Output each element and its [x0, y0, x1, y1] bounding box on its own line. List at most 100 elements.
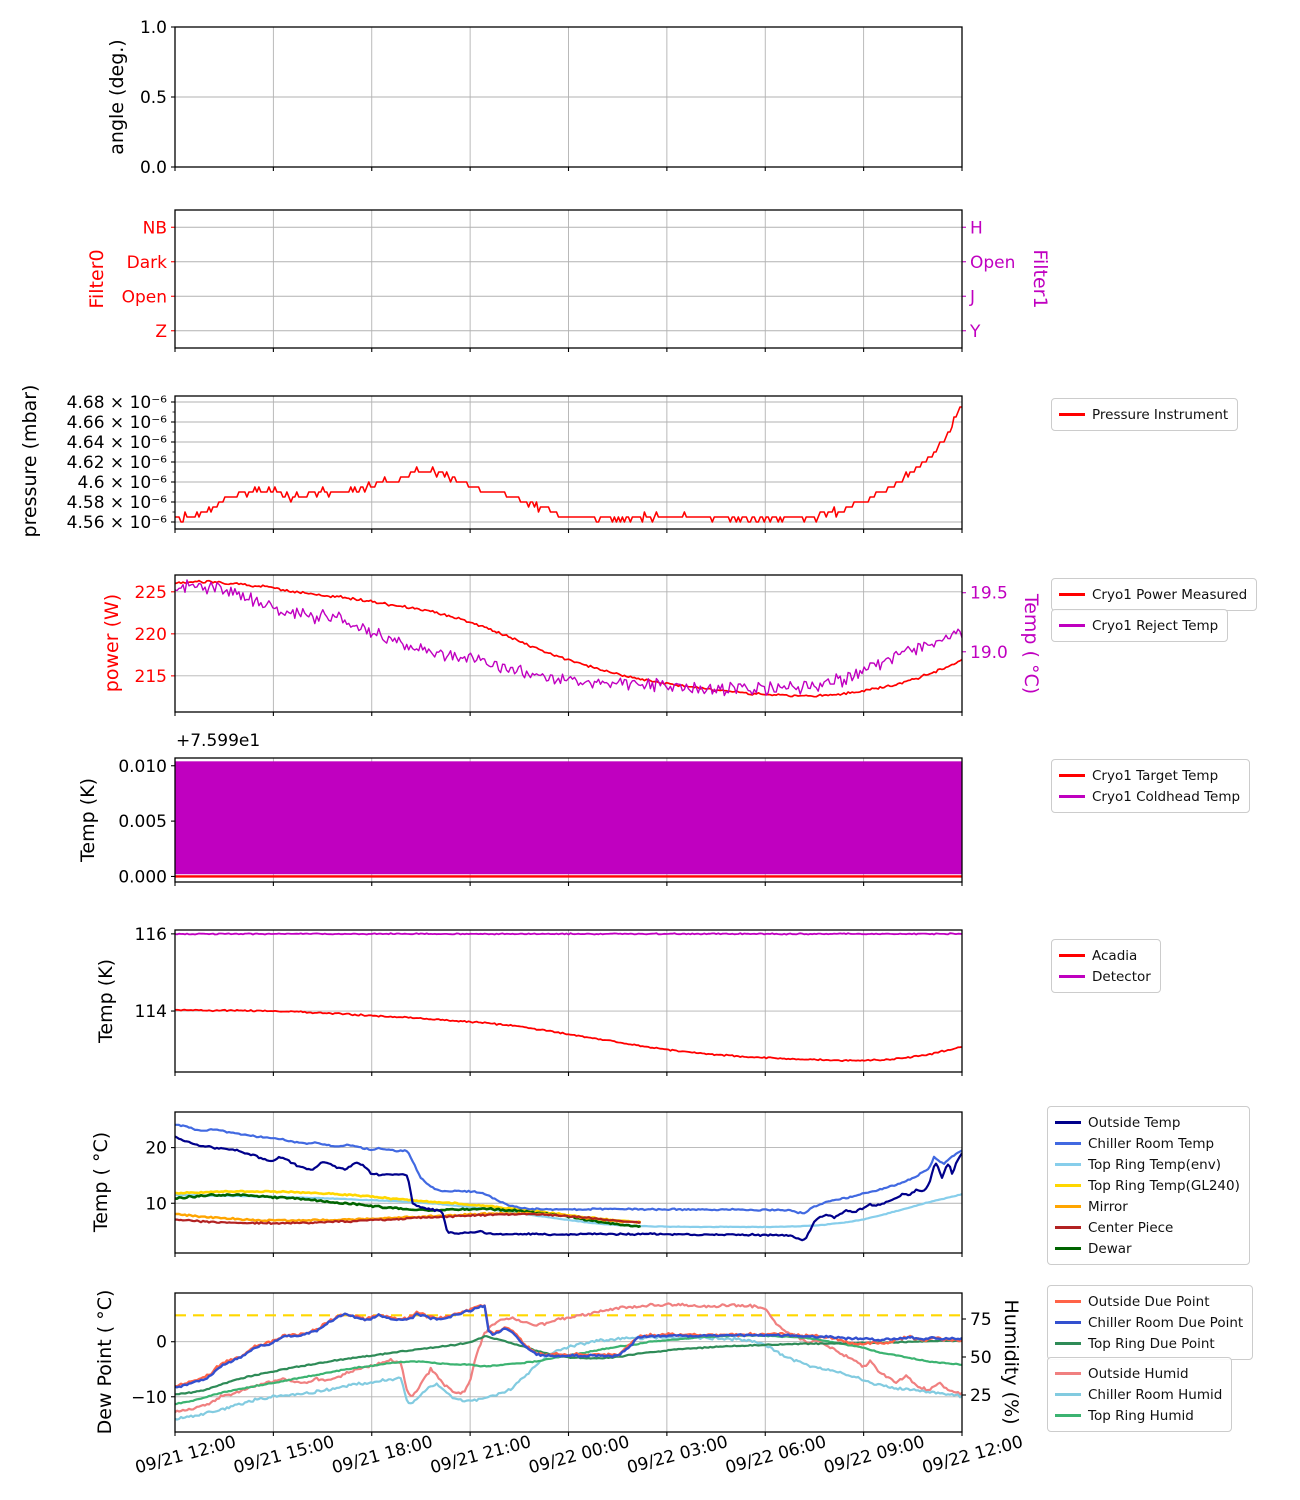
legend-label: Chiller Room Due Point	[1088, 1314, 1244, 1331]
x-tick-label: 09/21 18:00	[330, 1432, 435, 1478]
x-tick-label: 09/22 00:00	[527, 1432, 632, 1478]
env-temp-y-axis-label: Temp ( °C)	[90, 1131, 112, 1233]
x-tick-label: 09/22 09:00	[822, 1432, 927, 1478]
panel-filters: NB Dark Open Z H Open JY	[122, 209, 1015, 352]
svg-text:Open: Open	[970, 253, 1015, 273]
svg-text:0.010: 0.010	[118, 757, 167, 777]
legend-item: Acadia	[1059, 945, 1151, 966]
legend-label: Mirror	[1088, 1198, 1128, 1215]
series-chiller-room-temp	[175, 1123, 962, 1215]
svg-text:H: H	[970, 218, 983, 238]
legend-detector: Acadia Detector	[1051, 939, 1161, 993]
legend-item: Top Ring Due Point	[1055, 1333, 1243, 1354]
legend-label: Top Ring Temp(env)	[1088, 1156, 1221, 1173]
svg-text:225: 225	[135, 583, 167, 603]
pressure-y-axis-label: pressure (mbar)	[19, 384, 41, 538]
legend-item: Cryo1 Target Temp	[1059, 765, 1240, 786]
svg-text:4.56 × 10⁻⁶: 4.56 × 10⁻⁶	[67, 513, 168, 533]
svg-text:4.64 × 10⁻⁶: 4.64 × 10⁻⁶	[67, 433, 168, 453]
legend-line-swatch	[1055, 1205, 1081, 1208]
svg-text:0.0: 0.0	[140, 158, 167, 178]
legend-label: Cryo1 Coldhead Temp	[1092, 788, 1241, 805]
series-chiller-room-humid	[175, 1335, 962, 1421]
svg-text:10: 10	[145, 1194, 167, 1214]
svg-text:20: 20	[145, 1139, 167, 1159]
legend-label: Cryo1 Power Measured	[1092, 586, 1248, 603]
x-tick-label: 09/22 03:00	[625, 1432, 730, 1478]
legend-line-swatch	[1059, 413, 1085, 416]
legend-env-temps: Outside Temp Chiller Room Temp Top Ring …	[1047, 1106, 1250, 1265]
svg-text:215: 215	[135, 667, 167, 687]
svg-text:19.5: 19.5	[970, 584, 1008, 604]
legend-label: Top Ring Temp(GL240)	[1088, 1177, 1240, 1194]
series-chiller-room-due-point	[175, 1304, 962, 1389]
svg-text:114: 114	[135, 1002, 167, 1022]
series-cryo1-reject-temp	[175, 579, 962, 697]
svg-text:50: 50	[970, 1348, 992, 1368]
legend-item: Cryo1 Power Measured	[1059, 584, 1247, 605]
legend-label: Acadia	[1092, 947, 1138, 964]
legend-item: Outside Temp	[1055, 1112, 1240, 1133]
legend-item: Chiller Room Temp	[1055, 1133, 1240, 1154]
legend-item: Mirror	[1055, 1196, 1240, 1217]
dew-point-y-axis-label: Dew Point ( °C)	[94, 1289, 116, 1435]
legend-line-swatch	[1055, 1342, 1081, 1345]
svg-text:Open: Open	[122, 287, 167, 307]
svg-text:Z: Z	[155, 322, 167, 342]
legend-cryo1-coldhead: Cryo1 Target Temp Cryo1 Coldhead Temp	[1051, 759, 1251, 813]
x-tick-label: 09/21 12:00	[133, 1432, 238, 1478]
svg-text:0: 0	[156, 1333, 167, 1353]
legend-line-swatch	[1055, 1414, 1081, 1417]
panel-angle: 0.0 0.5 1.0	[140, 18, 963, 178]
legend-cryo1-power: Cryo1 Power Measured	[1051, 578, 1258, 611]
legend-line-swatch	[1055, 1226, 1081, 1229]
legend-label: Top Ring Due Point	[1088, 1335, 1215, 1352]
x-tick-label: 09/22 12:00	[920, 1432, 1025, 1478]
reject-temp-y-axis-label: Temp ( °C)	[1020, 593, 1042, 695]
panel-power: 225 220 215 19.5 19.0	[135, 574, 1008, 716]
svg-text:4.66 × 10⁻⁶: 4.66 × 10⁻⁶	[67, 413, 168, 433]
legend-line-swatch	[1059, 774, 1085, 777]
legend-item: Outside Due Point	[1055, 1291, 1243, 1312]
legend-label: Center Piece	[1088, 1219, 1174, 1236]
legend-item: Chiller Room Humid	[1055, 1384, 1222, 1405]
legend-line-swatch	[1055, 1184, 1081, 1187]
svg-text:J: J	[969, 287, 975, 307]
legend-label: Detector	[1092, 968, 1151, 985]
legend-label: Cryo1 Reject Temp	[1092, 617, 1219, 634]
legend-pressure: Pressure Instrument	[1051, 398, 1239, 431]
series-detector	[175, 932, 962, 936]
legend-line-swatch	[1055, 1247, 1081, 1250]
legend-line-swatch	[1059, 795, 1085, 798]
legend-label: Outside Temp	[1088, 1114, 1181, 1131]
svg-text:0.005: 0.005	[118, 812, 167, 832]
svg-text:Dark: Dark	[127, 253, 167, 273]
panel-detector: 114 116	[135, 925, 963, 1076]
filter0-axis-label: Filter0	[86, 249, 108, 309]
panel-cryo1-coldhead: 0.000 0.005 0.010	[118, 757, 963, 887]
legend-item: Cryo1 Reject Temp	[1059, 615, 1218, 636]
series-pressure-instrument	[175, 406, 962, 523]
detector-y-axis-label: Temp (K)	[95, 959, 117, 1043]
legend-line-swatch	[1059, 624, 1085, 627]
series-top-ring-temp-env-	[175, 1193, 962, 1229]
coldhead-axis-offset-text: +7.599e1	[176, 731, 261, 751]
legend-line-swatch	[1059, 593, 1085, 596]
panel-env-temps: 10 20	[145, 1111, 963, 1257]
svg-text:4.58 × 10⁻⁶: 4.58 × 10⁻⁶	[67, 493, 168, 513]
panel-pressure: 4.68 × 10⁻⁶4.66 × 10⁻⁶4.64 × 10⁻⁶4.62 × …	[67, 393, 963, 533]
legend-line-swatch	[1055, 1372, 1081, 1375]
humidity-y-axis-label: Humidity (%)	[1000, 1299, 1022, 1425]
legend-label: Cryo1 Target Temp	[1092, 767, 1219, 784]
series-outside-temp	[175, 1135, 962, 1242]
svg-text:0.5: 0.5	[140, 88, 167, 108]
svg-text:220: 220	[135, 625, 167, 645]
series-cryo1-power-measured	[175, 579, 962, 698]
legend-humidity: Outside Humid Chiller Room Humid Top Rin…	[1047, 1357, 1233, 1432]
svg-text:19.0: 19.0	[970, 643, 1008, 663]
legend-line-swatch	[1055, 1321, 1081, 1324]
legend-item: Top Ring Temp(env)	[1055, 1154, 1240, 1175]
legend-label: Outside Humid	[1088, 1365, 1189, 1382]
